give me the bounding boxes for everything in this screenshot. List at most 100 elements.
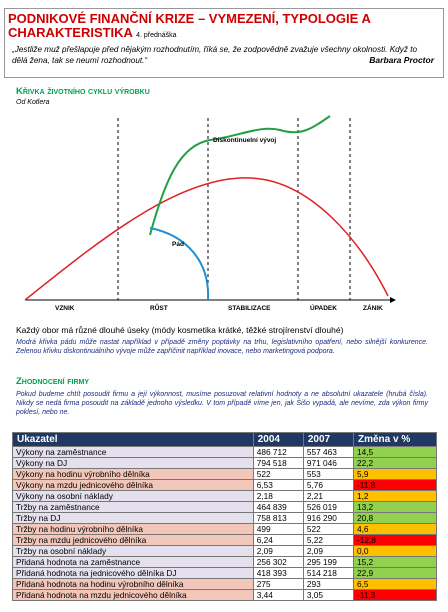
table-cell: Tržby na osobní náklady [12, 545, 254, 557]
table-cell: 971 046 [302, 457, 354, 469]
table-row: Tržby na mzdu jednicového dělníka 6,24 5,2… [12, 534, 438, 546]
phase-label: ÚPADEK [310, 303, 337, 312]
table-cell: 553 [302, 468, 354, 480]
table-cell: 4,6 [352, 523, 438, 535]
table-cell: 0,0 [352, 545, 438, 557]
phase-label: RŮST [150, 302, 168, 312]
table-row: Tržby na DJ 758 813 916 290 20,8 [12, 512, 438, 524]
header-box [4, 8, 444, 78]
table-row: Přidaná hodnota na mzdu jednicového děln… [12, 589, 438, 601]
table-row: Výkony na DJ 794 518 971 046 22,2 [12, 457, 438, 469]
table-row: Přidaná hodnota na jednicového dělníka D… [12, 567, 438, 579]
table-cell: -11,8 [352, 479, 438, 491]
table-cell: 256 302 [252, 556, 304, 568]
table-cell: 275 [252, 578, 304, 590]
table-cell: 2,18 [252, 490, 304, 502]
table-row: Výkony na zaměstnance 486 712 557 463 14,5 [12, 446, 438, 458]
quote: „Jestliže muž přešlapuje před nějakým ro… [12, 45, 418, 65]
table-cell: 5,76 [302, 479, 354, 491]
fall-label: Pád [172, 241, 184, 248]
table-cell: Tržby na zaměstnance [12, 501, 254, 513]
table-cell: 5,22 [302, 534, 354, 546]
table-cell: 418 393 [252, 567, 304, 579]
table-cell: 3,44 [252, 589, 304, 601]
table-cell: 464 839 [252, 501, 304, 513]
fall-curve [149, 227, 210, 301]
table-cell: 2,09 [252, 545, 304, 557]
table-cell: 1,2 [352, 490, 438, 502]
table-cell: -11,3 [352, 589, 438, 601]
table-cell: 6,24 [252, 534, 304, 546]
table-cell: Tržby na DJ [12, 512, 254, 524]
note: Modrá křivka pádu může nastat například … [16, 339, 428, 355]
table-cell: 758 813 [252, 512, 304, 524]
table-cell: 522 [302, 523, 354, 535]
table-cell: 794 518 [252, 457, 304, 469]
table-cell: 15,2 [352, 556, 438, 568]
table-cell: 293 [302, 578, 354, 590]
paragraph: Každý obor má různé dlouhé úseky (módy k… [16, 325, 344, 335]
table-cell: 5,9 [352, 468, 438, 480]
table-cell: Tržby na hodinu výrobního dělníka [12, 523, 254, 535]
subtitle: 4. přednáška [136, 32, 177, 39]
table-cell: 2,21 [302, 490, 354, 502]
table-row: Výkony na osobní náklady 2,18 2,21 1,2 [12, 490, 438, 502]
table-cell: Výkony na mzdu jednicového dělníka [12, 479, 254, 491]
table-cell: Výkony na zaměstnance [12, 446, 254, 458]
discontinuous-curve [149, 115, 331, 236]
table-cell: 557 463 [302, 446, 354, 458]
table-row: Tržby na hodinu výrobního dělníka 499 522 4… [12, 523, 438, 535]
column-header: Ukazatel [12, 432, 254, 447]
table-cell: 295 199 [302, 556, 354, 568]
table-row: Přidaná hodnota na zaměstnance 256 302 295… [12, 556, 438, 568]
table-cell: Výkony na hodinu výrobního dělníka [12, 468, 254, 480]
column-header: 2004 [252, 432, 304, 447]
table-row: Přidaná hodnota na hodinu výrobního děln… [12, 578, 438, 590]
table-cell: 2,09 [302, 545, 354, 557]
indicator-table: Ukazatel 2004 2007 Změna v % Výkony na zaměs… [12, 432, 438, 601]
table-cell: 6,5 [352, 578, 438, 590]
table-cell: 499 [252, 523, 304, 535]
table-cell: Výkony na osobní náklady [12, 490, 254, 502]
section-subtitle: Od Kotlera [16, 99, 50, 106]
table-cell: 14,5 [352, 446, 438, 458]
table-cell: 526 019 [302, 501, 354, 513]
column-header: Změna v % [352, 432, 438, 447]
author: Barbara Proctor [369, 55, 434, 65]
phase-dividers [117, 118, 351, 300]
table-cell: 6,53 [252, 479, 304, 491]
table-cell: 20,8 [352, 512, 438, 524]
table-cell: Přidaná hodnota na jednicového dělníka D… [12, 567, 254, 579]
phase-label: STABILIZACE [228, 305, 271, 312]
table-cell: 22,9 [352, 567, 438, 579]
life-curve [24, 177, 389, 301]
title: PODNIKOVÉ FINANČNÍ KRIZE – VYMEZENÍ, TYP… [8, 12, 438, 43]
life-cycle-diagram: Pád Diskontinuelní vývoj VZNIK RŮST STAB… [24, 115, 396, 312]
section-title: Zhodnocení firmy [16, 376, 89, 387]
table-cell: Výkony na DJ [12, 457, 254, 469]
table-cell: Tržby na mzdu jednicového dělníka [12, 534, 254, 546]
table-cell: 486 712 [252, 446, 304, 458]
table-cell: -12,8 [352, 534, 438, 546]
table-row: Tržby na zaměstnance 464 839 526 019 13,2 [12, 501, 438, 513]
table-row: Výkony na mzdu jednicového dělníka 6,53 5,… [12, 479, 438, 491]
section-title: Křivka životního cyklu výrobku [16, 86, 150, 97]
table-cell: 13,2 [352, 501, 438, 513]
table-cell: 3,05 [302, 589, 354, 601]
table-row: Tržby na osobní náklady 2,09 2,09 0,0 [12, 545, 438, 557]
table-cell: Přidaná hodnota na hodinu výrobního děln… [12, 578, 254, 590]
title-text: PODNIKOVÉ FINANČNÍ KRIZE – VYMEZENÍ, TYP… [8, 11, 371, 40]
table-cell: Přidaná hodnota na zaměstnance [12, 556, 254, 568]
table-cell: 916 290 [302, 512, 354, 524]
column-header: 2007 [302, 432, 354, 447]
table-row: Výkony na hodinu výrobního dělníka 522 553… [12, 468, 438, 480]
table-cell: 514 218 [302, 567, 354, 579]
table-cell: 22,2 [352, 457, 438, 469]
note: Pokud budeme chtít posoudit firmu a její… [16, 391, 428, 416]
phase-label: VZNIK [55, 305, 75, 312]
table-cell: 522 [252, 468, 304, 480]
phase-label: ZÁNIK [363, 303, 383, 312]
table-cell: Přidaná hodnota na mzdu jednicového děln… [12, 589, 254, 601]
discontinuous-label: Diskontinuelní vývoj [213, 137, 276, 144]
